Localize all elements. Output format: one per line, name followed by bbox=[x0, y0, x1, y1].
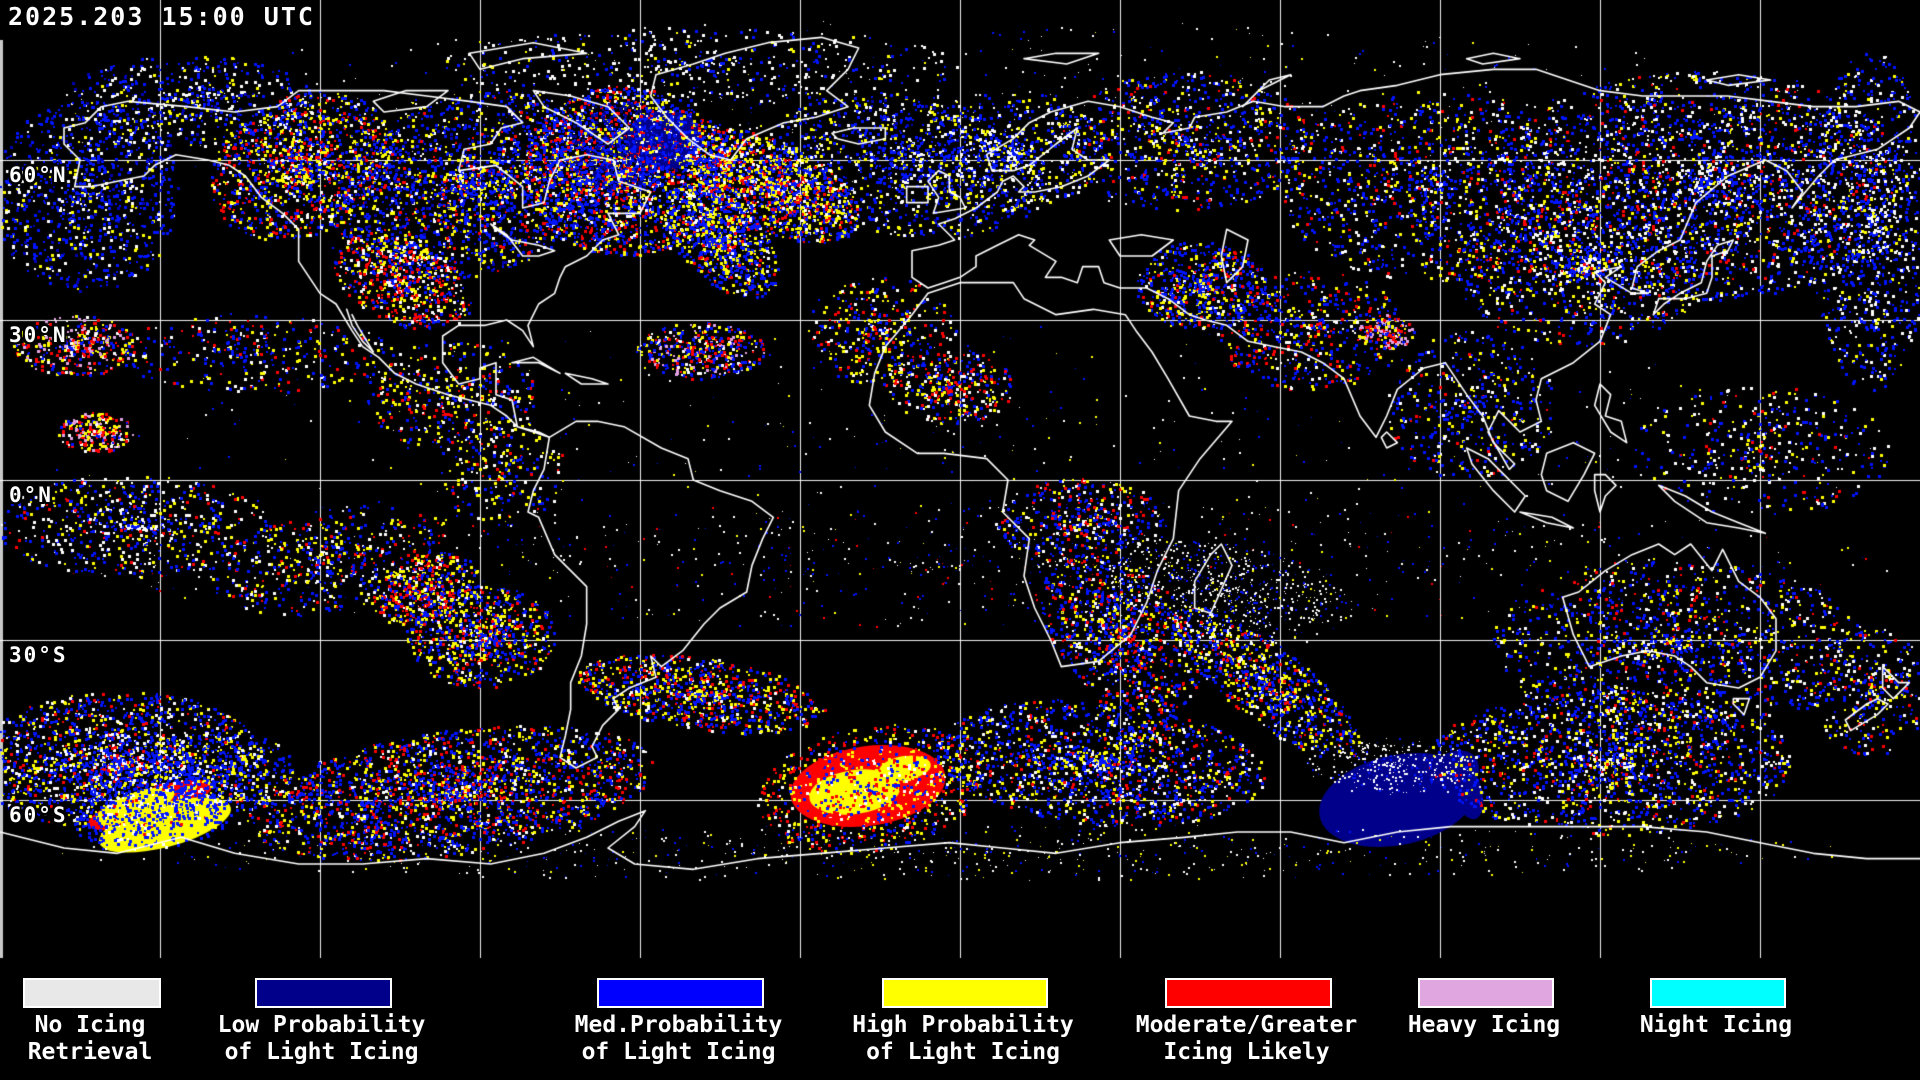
legend-label-1: Low Probability of Light Icing bbox=[217, 1012, 426, 1065]
lat-label-60n: 60°N bbox=[9, 163, 68, 187]
timestamp: 2025.203 15:00 UTC bbox=[8, 2, 315, 31]
legend-swatch-1 bbox=[255, 978, 392, 1008]
legend-swatch-2 bbox=[597, 978, 764, 1008]
lat-label-30s: 30°S bbox=[9, 643, 68, 667]
legend-label-4: Moderate/Greater Icing Likely bbox=[1135, 1012, 1358, 1065]
lat-label-60s: 60°S bbox=[9, 803, 68, 827]
legend-swatch-5 bbox=[1418, 978, 1554, 1008]
legend: No Icing Retrieval Low Probability of Lig… bbox=[0, 960, 1920, 1080]
legend-label-3: High Probability of Light Icing bbox=[852, 1012, 1074, 1065]
world-icing-map bbox=[0, 0, 1920, 960]
legend-swatch-0 bbox=[23, 978, 161, 1008]
legend-label-5: Heavy Icing bbox=[1407, 1012, 1561, 1038]
legend-label-0: No Icing Retrieval bbox=[27, 1012, 153, 1065]
legend-swatch-6 bbox=[1650, 978, 1786, 1008]
lat-label-0n: 0°N bbox=[9, 483, 53, 507]
legend-label-2: Med.Probability of Light Icing bbox=[574, 1012, 783, 1065]
legend-swatch-3 bbox=[882, 978, 1048, 1008]
legend-swatch-4 bbox=[1165, 978, 1332, 1008]
lat-label-30n: 30°N bbox=[9, 323, 68, 347]
legend-label-6: Night Icing bbox=[1639, 1012, 1793, 1038]
